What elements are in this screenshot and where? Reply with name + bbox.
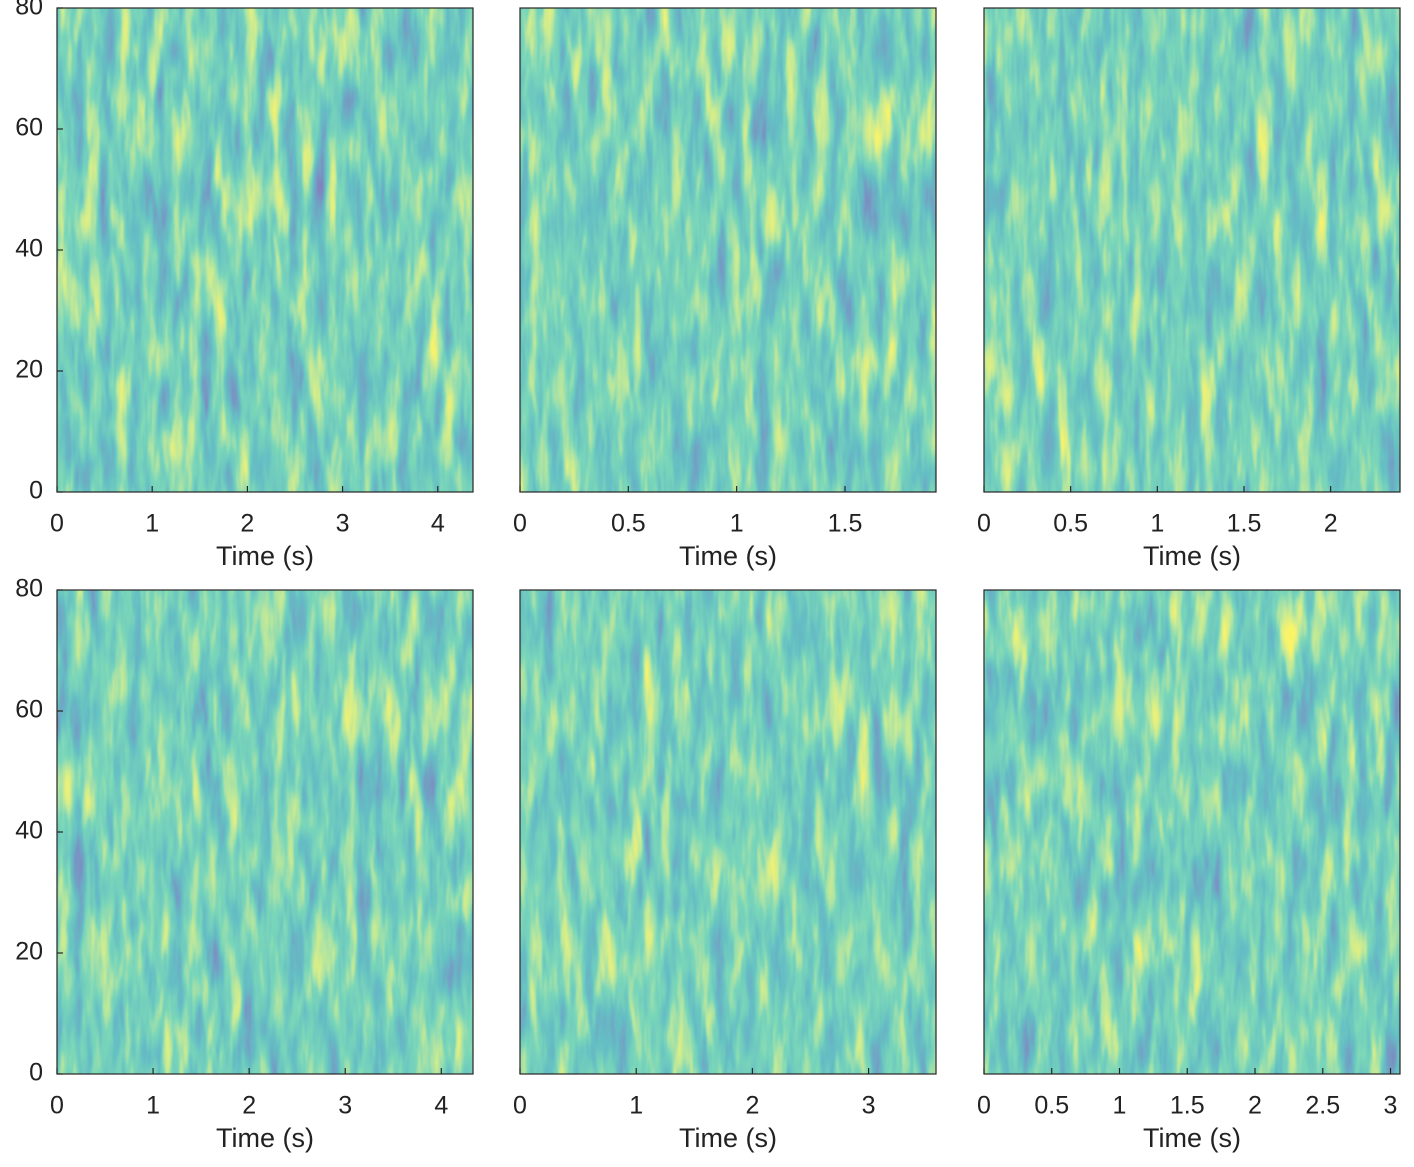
spectrogram-image <box>984 590 1400 1074</box>
x-tick-label: 0.5 <box>611 510 646 538</box>
x-tick-label: 1.5 <box>828 510 863 538</box>
axes-frame <box>983 589 1401 1075</box>
spectrogram-image <box>520 8 936 492</box>
x-tick-label: 2.5 <box>1305 1092 1340 1120</box>
x-axis-label: Time (s) <box>216 1123 314 1153</box>
spectrogram-image <box>984 8 1400 492</box>
y-tick-label: 20 <box>15 938 43 966</box>
y-tick-label: 60 <box>15 114 43 142</box>
x-tick-label: 1.5 <box>1227 510 1262 538</box>
x-tick-label: 2 <box>240 510 254 538</box>
x-tick-label: 0 <box>513 1092 527 1120</box>
x-tick-label: 2 <box>242 1092 256 1120</box>
x-tick-label: 0 <box>50 510 64 538</box>
x-axis-label: Time (s) <box>216 541 314 571</box>
x-tick-label: 3 <box>336 510 350 538</box>
x-tick-label: 2 <box>1324 510 1338 538</box>
x-tick-label: 3 <box>1384 1092 1398 1120</box>
y-tick-label: 80 <box>15 575 43 603</box>
x-tick-label: 4 <box>431 510 445 538</box>
x-tick-label: 3 <box>862 1092 876 1120</box>
x-tick-label: 3 <box>338 1092 352 1120</box>
x-tick-label: 1 <box>146 1092 160 1120</box>
x-tick-label: 1 <box>629 1092 643 1120</box>
y-tick-label: 40 <box>15 817 43 845</box>
x-tick-label: 1 <box>730 510 744 538</box>
y-tick-label: 60 <box>15 696 43 724</box>
x-tick-label: 1 <box>1113 1092 1127 1120</box>
spectrogram-image <box>57 590 473 1074</box>
x-axis-label: Time (s) <box>679 1123 777 1153</box>
axes-frame <box>519 589 937 1075</box>
x-tick-label: 4 <box>434 1092 448 1120</box>
y-tick-label: 40 <box>15 235 43 263</box>
x-tick-label: 2 <box>1248 1092 1262 1120</box>
x-tick-label: 0 <box>50 1092 64 1120</box>
x-tick-label: 0 <box>977 1092 991 1120</box>
x-tick-label: 2 <box>745 1092 759 1120</box>
x-axis-label: Time (s) <box>1143 1123 1241 1153</box>
x-axis-label: Time (s) <box>1143 541 1241 571</box>
spectrogram-image <box>57 8 473 492</box>
axes-frame <box>983 7 1401 493</box>
x-tick-label: 0 <box>513 510 527 538</box>
spectrogram-image <box>520 590 936 1074</box>
x-tick-label: 0.5 <box>1034 1092 1069 1120</box>
axes-frame <box>519 7 937 493</box>
x-tick-label: 0.5 <box>1053 510 1088 538</box>
y-tick-label: 0 <box>29 1059 43 1087</box>
y-tick-label: 20 <box>15 356 43 384</box>
x-tick-label: 0 <box>977 510 991 538</box>
y-tick-label: 80 <box>15 0 43 21</box>
x-tick-label: 1 <box>1150 510 1164 538</box>
x-tick-label: 1.5 <box>1170 1092 1205 1120</box>
x-tick-label: 1 <box>145 510 159 538</box>
x-axis-label: Time (s) <box>679 541 777 571</box>
y-tick-label: 0 <box>29 477 43 505</box>
